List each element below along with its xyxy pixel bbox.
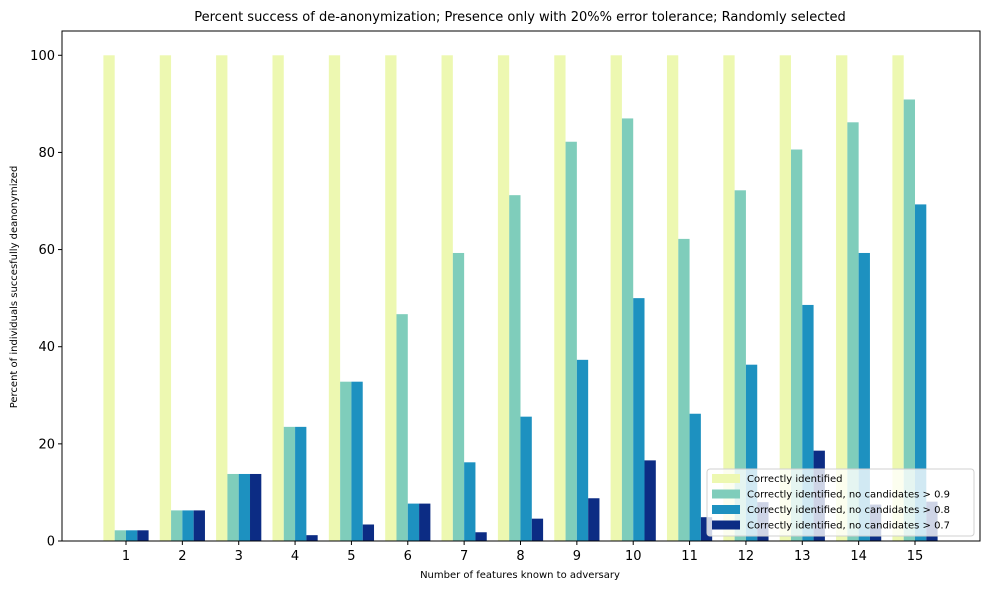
x-tick-label: 8 bbox=[516, 549, 524, 564]
bar bbox=[306, 535, 318, 541]
chart-title: Percent success of de-anonymization; Pre… bbox=[194, 10, 846, 25]
bar bbox=[892, 55, 904, 541]
bar bbox=[678, 238, 690, 541]
x-tick-label: 7 bbox=[460, 549, 468, 564]
bar bbox=[790, 149, 803, 541]
y-axis-title: Percent of individuals succesfully deano… bbox=[9, 166, 20, 409]
x-tick-label: 14 bbox=[850, 549, 867, 564]
x-tick-label: 9 bbox=[573, 549, 581, 564]
bar bbox=[407, 503, 420, 541]
bar bbox=[802, 304, 814, 541]
bar bbox=[531, 518, 544, 541]
bar bbox=[633, 298, 645, 541]
bar bbox=[610, 55, 622, 541]
legend-swatch bbox=[712, 505, 740, 514]
series-1 bbox=[103, 55, 904, 541]
x-tick-label: 11 bbox=[681, 549, 698, 564]
bar bbox=[351, 381, 363, 541]
bar bbox=[779, 55, 791, 541]
legend-box bbox=[706, 468, 975, 537]
bar bbox=[666, 55, 679, 541]
bar bbox=[475, 532, 487, 541]
x-tick-label: 4 bbox=[291, 549, 299, 564]
bar bbox=[385, 55, 397, 541]
bar bbox=[283, 426, 296, 541]
x-tick-label: 2 bbox=[178, 549, 186, 564]
x-tick-label: 15 bbox=[907, 549, 924, 564]
bar bbox=[734, 190, 746, 541]
bar bbox=[362, 524, 375, 541]
bar bbox=[644, 460, 656, 541]
bar bbox=[903, 99, 915, 542]
bar bbox=[250, 473, 262, 541]
bar bbox=[554, 55, 566, 541]
bar bbox=[396, 314, 408, 541]
bar bbox=[193, 510, 205, 541]
x-tick-label: 6 bbox=[404, 549, 412, 564]
x-tick-label: 5 bbox=[347, 549, 355, 564]
x-tick-label: 3 bbox=[235, 549, 243, 564]
bar bbox=[621, 118, 634, 542]
legend-label: Correctly identified, no candidates > 0.… bbox=[747, 505, 950, 516]
bar bbox=[509, 195, 521, 542]
bar bbox=[103, 55, 115, 541]
bar bbox=[723, 55, 735, 541]
y-tick-label: 100 bbox=[30, 49, 55, 64]
bar bbox=[576, 359, 589, 541]
x-tick-label: 13 bbox=[794, 549, 811, 564]
bar bbox=[238, 473, 251, 541]
legend-swatch bbox=[712, 489, 740, 499]
bar bbox=[858, 252, 870, 541]
bar bbox=[328, 55, 341, 541]
y-tick-label: 20 bbox=[38, 437, 55, 452]
bar bbox=[847, 122, 859, 541]
bar bbox=[565, 141, 577, 542]
bar bbox=[171, 510, 183, 541]
x-axis-title: Number of features known to adversary bbox=[420, 570, 620, 581]
bar bbox=[497, 55, 510, 541]
y-tick-label: 0 bbox=[47, 535, 55, 550]
bar bbox=[464, 462, 476, 541]
x-tick-label: 10 bbox=[625, 549, 642, 564]
bar bbox=[836, 55, 848, 541]
bar bbox=[295, 426, 307, 541]
y-tick-label: 60 bbox=[38, 243, 55, 258]
y-tick-label: 40 bbox=[38, 340, 55, 355]
bar bbox=[441, 55, 453, 541]
series-2 bbox=[114, 99, 915, 542]
bar bbox=[745, 364, 758, 541]
bar bbox=[272, 55, 284, 541]
y-tick-label: 80 bbox=[38, 146, 55, 161]
legend-swatch bbox=[712, 474, 740, 483]
bar bbox=[126, 530, 138, 541]
bar bbox=[227, 473, 239, 541]
bar bbox=[689, 413, 701, 541]
bar bbox=[520, 416, 532, 541]
series-3 bbox=[126, 204, 927, 541]
legend-label: Correctly identified, no candidates > 0.… bbox=[747, 490, 950, 501]
bar bbox=[588, 498, 600, 541]
x-tick-label: 12 bbox=[738, 549, 755, 564]
bar bbox=[419, 503, 431, 541]
bar bbox=[452, 252, 465, 541]
bar bbox=[915, 204, 927, 541]
x-tick-label: 1 bbox=[122, 549, 130, 564]
legend-label: Correctly identified, no candidates > 0.… bbox=[747, 521, 950, 532]
bar bbox=[182, 510, 194, 541]
bar bbox=[340, 381, 352, 541]
legend-label: Correctly identified bbox=[747, 474, 843, 485]
bar bbox=[137, 530, 149, 541]
bar bbox=[114, 530, 126, 541]
legend-swatch bbox=[712, 520, 740, 530]
bar bbox=[159, 55, 172, 541]
legend: Correctly identified Correctly identified… bbox=[706, 468, 975, 537]
bar bbox=[216, 55, 228, 541]
